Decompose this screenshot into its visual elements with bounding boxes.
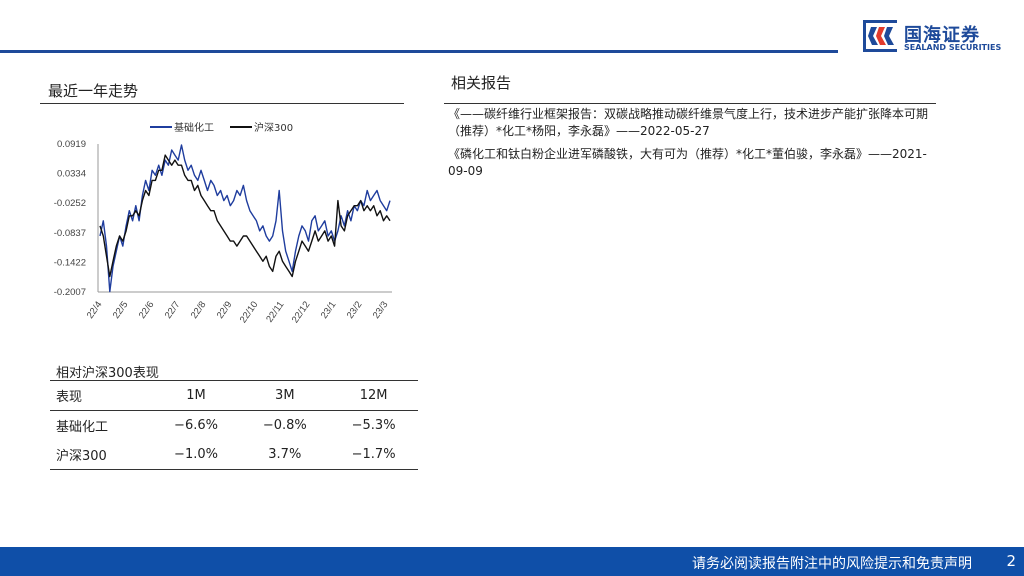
relative-performance-title: 相对沪深300表现 (56, 366, 159, 381)
y-tick-label: -0.0837 (54, 228, 86, 239)
footer-bar: 请务必阅读报告附注中的风险提示和免责声明 2 (0, 547, 1024, 576)
reports-section-title: 相关报告 (451, 74, 512, 92)
y-tick-label: -0.2007 (54, 287, 86, 298)
y-tick-label: 0.0919 (57, 139, 86, 150)
x-tick-label: 22/5 (111, 299, 131, 320)
table-cell: −1.0% (151, 440, 241, 470)
table-cell: −6.6% (174, 418, 218, 433)
table-row: 基础化工 −6.6% −0.8% −5.3% (50, 411, 418, 441)
legend-label: 基础化工 (174, 121, 214, 134)
header-cell: 3M (240, 380, 330, 411)
series-line-csi300 (99, 154, 391, 278)
x-tick-label: 22/12 (290, 299, 313, 325)
table-row: 沪深300 −1.0% 3.7% −1.7% (50, 440, 418, 470)
x-tick-label: 22/7 (163, 299, 183, 320)
brand-name-en: SEALAND SECURITIES (904, 43, 1002, 52)
trend-line-chart: 0.0919 0.0334 -0.0252 -0.0837 -0.1422 -0.2007… (54, 121, 392, 325)
y-tick-label: 0.0334 (57, 169, 86, 180)
header-cell: 表现 (50, 380, 152, 411)
brand-mark-icon (863, 20, 897, 52)
page-number: 2 (1006, 552, 1016, 570)
row-label: 沪深300 (50, 440, 152, 470)
x-tick-label: 23/3 (371, 299, 391, 320)
table-cell: −5.3% (351, 418, 396, 433)
trend-section-title: 最近一年走势 (48, 82, 139, 100)
x-tick-label: 23/1 (319, 299, 339, 320)
series-line-chemical (99, 144, 391, 293)
relative-performance-table: 表现 1M 3M 12M 基础化工 −6.6% −0.8% −5.3% 沪深30… (50, 380, 418, 470)
y-tick-label: -0.1422 (54, 257, 86, 268)
x-tick-label: 22/9 (215, 299, 235, 320)
table-cell: −0.8% (262, 418, 307, 433)
table-cell: 3.7% (240, 440, 330, 470)
x-tick-label: 23/2 (345, 299, 365, 320)
x-tick-label: 22/8 (189, 299, 209, 320)
brand-logo: 国海证券 SEALAND SECURITIES (862, 18, 1010, 58)
header-cell: 1M (151, 380, 241, 411)
disclaimer-text: 请务必阅读报告附注中的风险提示和免责声明 (692, 556, 972, 572)
related-reports-list: 《——碳纤维行业框架报告：双碳战略推动碳纤维景气度上行，技术进步产能扩张降本可期… (448, 106, 928, 186)
reports-section-rule (444, 103, 936, 104)
x-tick-label: 22/6 (137, 299, 157, 320)
header-cell: 12M (329, 380, 418, 411)
header-rule (0, 50, 838, 53)
table-header-row: 表现 1M 3M 12M (50, 380, 418, 411)
brand-name-cn: 国海证券 (904, 25, 980, 46)
x-tick-label: 22/4 (85, 299, 105, 320)
table-cell: −1.7% (329, 440, 418, 470)
x-tick-label: 22/11 (264, 299, 286, 324)
row-label: 基础化工 (56, 420, 109, 435)
report-link[interactable]: 《——碳纤维行业框架报告：双碳战略推动碳纤维景气度上行，技术进步产能扩张降本可期… (448, 107, 929, 138)
trend-section-rule (40, 103, 404, 104)
y-tick-label: -0.0252 (54, 198, 86, 209)
x-tick-label: 22/10 (238, 299, 261, 325)
legend-label: 沪深300 (254, 121, 293, 134)
report-link[interactable]: 《磷化工和钛白粉企业进军磷酸铁，大有可为（推荐）*化工*董伯骏，李永磊》——20… (448, 147, 927, 178)
